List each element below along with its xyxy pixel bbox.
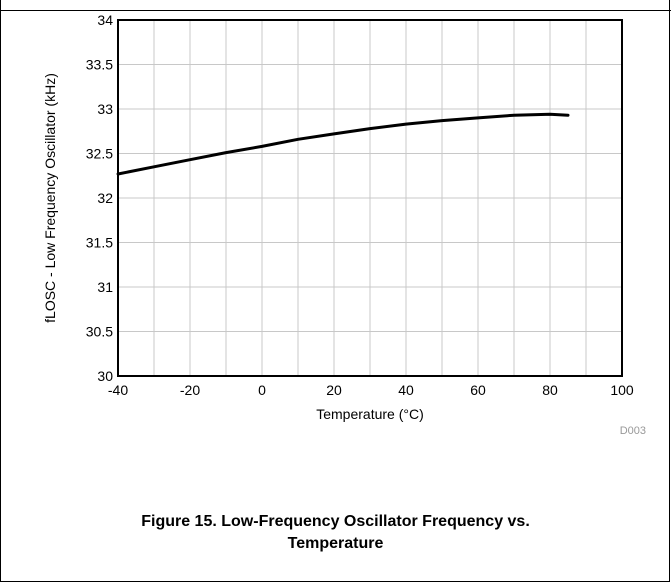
series-line-0: [116, 112, 570, 176]
x-tick-label: 20: [326, 382, 342, 398]
x-tick-label: 60: [470, 382, 486, 398]
plot-area: [117, 19, 623, 377]
y-tick-label: 30.5: [86, 324, 113, 340]
y-axis-tick-labels: 30 30.5 31 31.5 32 32.5 33 33.5 34: [86, 12, 113, 384]
y-tick-label: 31.5: [86, 235, 113, 251]
x-tick-label: -40: [108, 382, 128, 398]
x-tick-label: 100: [610, 382, 634, 398]
x-tick-label: -20: [180, 382, 200, 398]
y-axis-title: fLOSC - Low Frequency Oscillator (kHz): [42, 73, 58, 323]
x-axis-title: Temperature (°C): [316, 406, 424, 422]
figure-caption-line-2: Temperature: [287, 535, 384, 552]
x-axis-tick-labels: -40 -20 0 20 40 60 80 100: [108, 382, 634, 398]
line-chart: -40 -20 0 20 40 60 80 100 3030.53131.53232.5333…: [42, 12, 646, 437]
y-tick-label: 32.5: [86, 146, 113, 162]
x-tick-label: 0: [258, 382, 266, 398]
figure-caption-line-1: Figure 15. Low-Frequency Oscillator Freq…: [141, 513, 530, 530]
y-tick-label: 31: [97, 279, 113, 295]
y-tick-label: 33: [97, 101, 113, 117]
x-tick-label: 80: [542, 382, 558, 398]
grid: [118, 20, 622, 376]
x-tick-label: 40: [398, 382, 414, 398]
series-group: [116, 112, 570, 176]
y-tick-label: 34: [97, 12, 113, 28]
figure-caption: Figure 15. Low-Frequency Oscillator Freq…: [0, 511, 671, 555]
y-tick-label: 32: [97, 190, 113, 206]
y-tick-label: 33.5: [86, 57, 113, 73]
top-rule: [0, 10, 671, 11]
y-tick-label: 30: [97, 368, 113, 384]
figure-reference-code: D003: [620, 425, 646, 437]
